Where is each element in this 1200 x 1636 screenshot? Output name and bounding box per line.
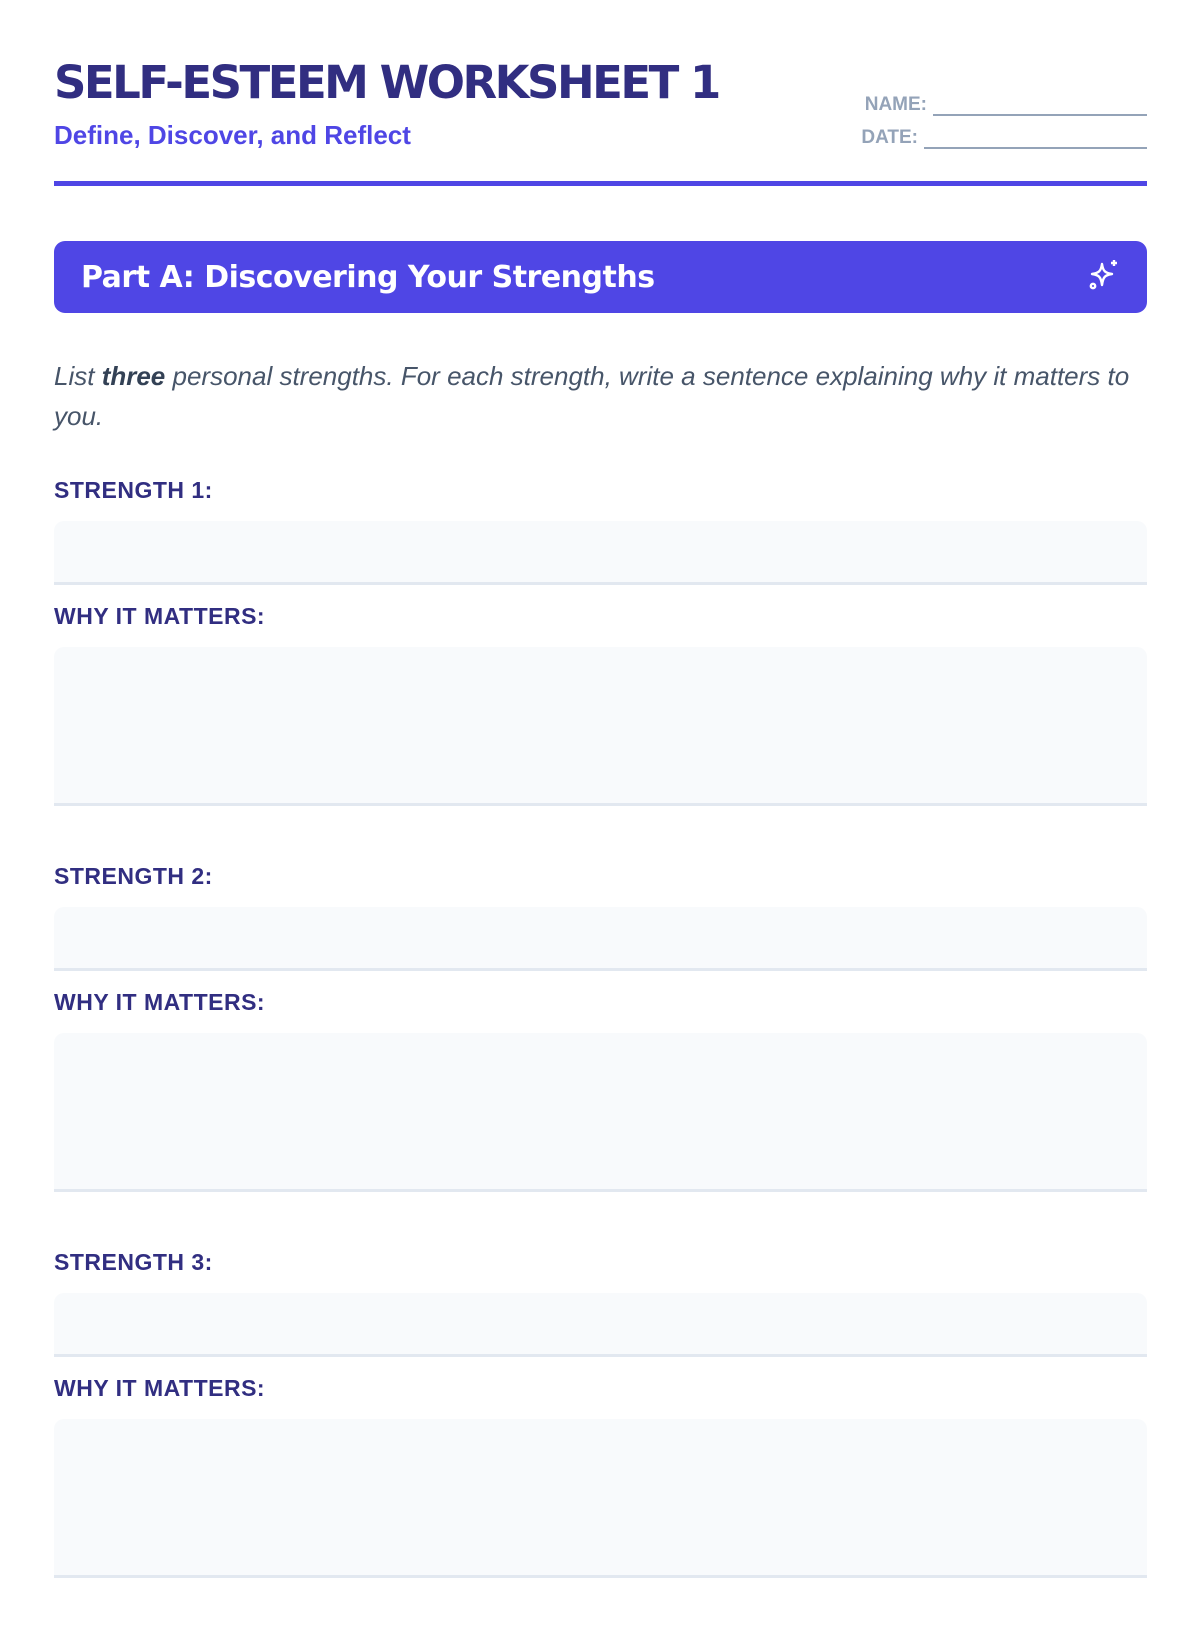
strength-label: STRENGTH 2:: [54, 863, 213, 889]
strength-input[interactable]: [54, 907, 1147, 971]
section-banner: Part A: Discovering Your Strengths: [54, 241, 1147, 313]
why-label: WHY IT MATTERS:: [54, 1375, 266, 1401]
sparkles-icon: [1087, 258, 1121, 297]
strength-label: STRENGTH 1:: [54, 477, 213, 503]
why-input[interactable]: [54, 647, 1147, 806]
strengths-list: STRENGTH 1: WHY IT MATTERS: STRENGTH 2: …: [54, 478, 1147, 1636]
date-label: DATE:: [861, 127, 918, 148]
strength-block-3: STRENGTH 3: WHY IT MATTERS:: [54, 1250, 1147, 1578]
strength-block-1: STRENGTH 1: WHY IT MATTERS:: [54, 478, 1147, 806]
date-field[interactable]: [924, 131, 1147, 149]
instruction-text: List: [54, 361, 102, 391]
strength-input[interactable]: [54, 1293, 1147, 1357]
name-date-fields: NAME: DATE:: [861, 94, 1147, 160]
instructions: List three personal strengths. For each …: [54, 356, 1147, 436]
instruction-text: personal strengths. For each strength, w…: [54, 361, 1130, 431]
instruction-emphasis: three: [101, 361, 166, 391]
why-label: WHY IT MATTERS:: [54, 989, 266, 1015]
page-subtitle: Define, Discover, and Reflect: [54, 120, 411, 150]
strength-input[interactable]: [54, 521, 1147, 585]
page-title: SELF-ESTEEM WORKSHEET 1: [54, 56, 721, 109]
why-input[interactable]: [54, 1419, 1147, 1578]
section-title: Part A: Discovering Your Strengths: [81, 259, 655, 295]
strength-block-2: STRENGTH 2: WHY IT MATTERS:: [54, 864, 1147, 1192]
name-field[interactable]: [933, 98, 1147, 116]
name-label: NAME:: [864, 94, 927, 115]
why-input[interactable]: [54, 1033, 1147, 1192]
strength-label: STRENGTH 3:: [54, 1249, 213, 1275]
why-label: WHY IT MATTERS:: [54, 603, 266, 629]
header-divider: [54, 181, 1147, 186]
